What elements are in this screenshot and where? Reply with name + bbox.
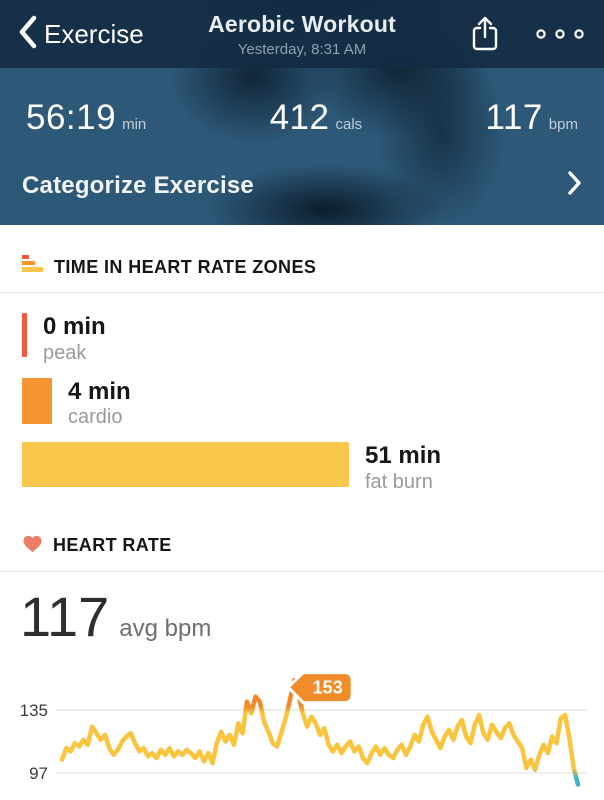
svg-text:153: 153 — [313, 677, 343, 697]
nav-actions — [470, 15, 586, 53]
avg-bpm-unit: avg bpm — [119, 614, 212, 642]
page-subtitle: Yesterday, 8:31 AM — [237, 40, 367, 58]
navbar: Exercise Aerobic Workout Yesterday, 8:31… — [0, 0, 604, 68]
zone-text: 4 min cardio — [68, 378, 131, 430]
zone-value: 51 min — [365, 442, 442, 470]
stat-unit: min — [122, 116, 147, 133]
stat-heart-rate: 117 bpm — [485, 98, 578, 138]
zone-label: fat burn — [365, 470, 433, 493]
heart-icon — [22, 534, 43, 558]
stat-value: 412 — [269, 98, 330, 137]
zones-section-header: TIME IN HEART RATE ZONES — [0, 255, 604, 279]
zone-label: peak — [43, 341, 87, 364]
zone-value: 0 min — [43, 313, 106, 340]
zone-value: 4 min — [68, 377, 131, 405]
back-button[interactable]: Exercise — [18, 15, 168, 54]
stat-unit: cals — [335, 116, 363, 133]
zone-text: 51 min fat burn — [365, 442, 441, 494]
zone-row-cardio: 4 min cardio — [22, 377, 582, 430]
back-button-label: Exercise — [44, 18, 144, 49]
max-bpm-callout: 153 — [286, 670, 354, 704]
zones-section-title: TIME IN HEART RATE ZONES — [54, 256, 317, 277]
hero-section: Exercise Aerobic Workout Yesterday, 8:31… — [0, 0, 604, 225]
zone-bar — [22, 313, 27, 357]
divider — [0, 292, 604, 293]
stat-unit: bpm — [548, 116, 578, 133]
svg-text:135: 135 — [20, 701, 48, 720]
chevron-right-icon — [567, 170, 582, 201]
avg-bpm-value: 117 — [20, 584, 110, 648]
zone-label: cardio — [68, 406, 123, 429]
share-icon[interactable] — [470, 15, 500, 53]
heart-rate-chart[interactable]: 135 97 153 — [0, 651, 604, 800]
categorize-label: Categorize Exercise — [22, 171, 254, 199]
zone-row-fat-burn: 51 min fat burn — [22, 442, 582, 494]
page-title: Aerobic Workout — [208, 10, 396, 37]
more-icon[interactable] — [534, 27, 586, 41]
average-heart-rate: 117 avg bpm — [0, 572, 604, 649]
stat-value: 117 — [485, 98, 543, 137]
summary-stats: 56:19 min 412 cals 117 bpm — [0, 68, 604, 164]
chevron-left-icon — [18, 15, 38, 54]
heart-rate-section: HEART RATE 117 avg bpm 135 97 — [0, 534, 604, 800]
zones-section: TIME IN HEART RATE ZONES 0 min peak 4 mi… — [0, 255, 604, 494]
stat-duration: 56:19 min — [26, 98, 146, 138]
zone-bar — [22, 442, 349, 488]
heart-rate-section-header: HEART RATE — [0, 534, 604, 558]
stat-value: 56:19 — [26, 98, 117, 137]
stat-calories: 412 cals — [270, 98, 363, 138]
zone-text: 0 min peak — [43, 313, 106, 365]
zone-row-peak: 0 min peak — [22, 313, 582, 365]
heart-rate-section-title: HEART RATE — [53, 535, 172, 556]
svg-text:97: 97 — [29, 764, 48, 783]
categorize-exercise-row[interactable]: Categorize Exercise — [0, 164, 604, 225]
divider — [0, 570, 604, 572]
zone-rows: 0 min peak 4 min cardio 51 min fat burn — [0, 293, 604, 494]
zones-icon — [22, 255, 44, 279]
zone-bar — [22, 377, 52, 424]
